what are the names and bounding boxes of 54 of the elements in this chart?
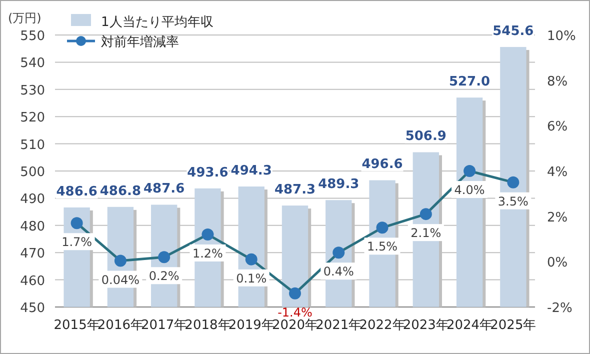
data-label: 487.6 <box>144 182 185 197</box>
data-label: 527.0 <box>448 74 490 90</box>
data-label: 4.0% <box>454 183 485 197</box>
data-label: 487.3 <box>274 182 316 198</box>
y-tick-label: 540 <box>20 56 45 72</box>
y2-tick-label: 0% <box>547 256 568 271</box>
legend-label: 1人当たり平均年収 <box>101 15 214 30</box>
y-tick-label: 510 <box>20 138 45 153</box>
x-tick-label: 2022年 <box>359 318 406 333</box>
data-label: 486.6 <box>56 184 98 200</box>
data-label: -1.4% <box>278 305 312 320</box>
y2-tick-label: 6% <box>547 120 568 135</box>
data-label: 545.6 <box>492 24 534 39</box>
y-tick-label: 480 <box>20 219 45 234</box>
y2-tick-label: 4% <box>547 165 568 180</box>
data-label: 2.1% <box>410 226 442 240</box>
data-label: 493.6 <box>187 165 228 180</box>
legend-label: 対前年増減率 <box>101 34 179 50</box>
y2-tick-label: 2% <box>547 210 568 226</box>
data-label: 0.2% <box>148 269 180 284</box>
data-label: 1.2% <box>192 246 223 260</box>
x-tick-label: 2020年 <box>272 318 318 333</box>
data-label: 0.1% <box>236 271 267 286</box>
y2-tick-label: -2% <box>547 301 572 316</box>
x-tick-label: 2016年 <box>97 318 144 333</box>
data-label: 0.04% <box>101 272 140 287</box>
y-axis-title: (万円) <box>8 11 42 25</box>
data-label: 1.5% <box>367 240 398 254</box>
x-tick-label: 2015年 <box>54 318 100 333</box>
x-tick-label: 2017年 <box>141 318 188 333</box>
x-tick-label: 2019年 <box>228 318 274 333</box>
x-tick-label: 2025年 <box>490 318 536 333</box>
y2-tick-label: 8% <box>547 74 568 90</box>
x-tick-label: 2018年 <box>184 318 231 333</box>
x-tick-label: 2021年 <box>316 318 362 333</box>
y-tick-label: 530 <box>20 83 45 98</box>
y-tick-label: 460 <box>20 274 45 289</box>
y-tick-label: 490 <box>20 192 45 208</box>
y-tick-label: 500 <box>20 165 45 180</box>
x-tick-label: 2023年 <box>402 318 449 333</box>
data-label: 496.6 <box>362 157 403 172</box>
y-tick-label: 470 <box>20 246 45 262</box>
y-tick-label: 520 <box>20 110 45 126</box>
data-label: 489.3 <box>318 177 360 192</box>
y-tick-label: 450 <box>20 301 45 316</box>
data-label: 3.5% <box>498 194 528 208</box>
data-label: 486.8 <box>100 184 142 199</box>
x-tick-label: 2024年 <box>446 318 493 333</box>
y2-tick-label: 10% <box>547 29 576 44</box>
data-label: 0.4% <box>323 264 354 279</box>
data-label: 506.9 <box>405 129 446 144</box>
data-label: 1.7% <box>62 235 92 250</box>
y-tick-label: 550 <box>20 29 45 44</box>
data-label: 494.3 <box>230 164 272 179</box>
